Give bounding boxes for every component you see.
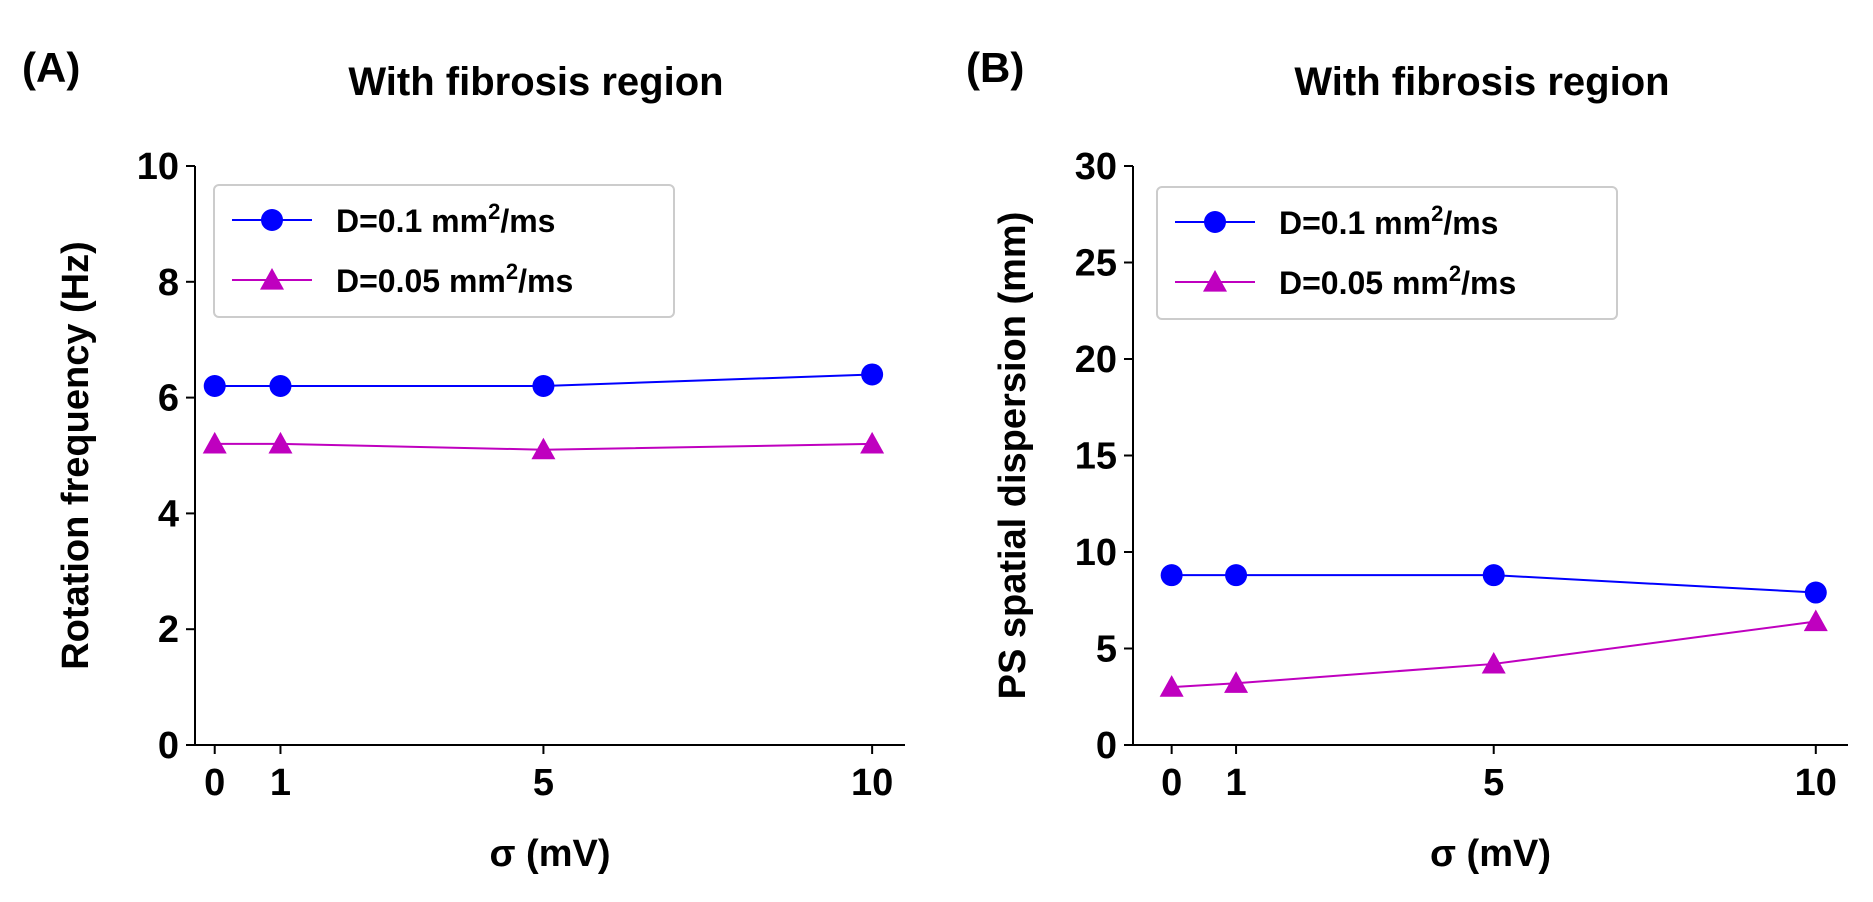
legend-entry: D=0.05 mm2/ms — [1279, 261, 1516, 301]
legend-marker — [260, 268, 284, 290]
legend-marker — [1203, 270, 1227, 292]
y-tick-label: 8 — [158, 262, 179, 304]
y-tick-label: 25 — [1075, 243, 1117, 285]
legend-frame — [213, 184, 675, 318]
panel-a-rotation-frequency-chart: (A) With fibrosis region 0 2 4 6 8 10 0 1 5 10 σ (mV… — [22, 44, 905, 875]
data-point — [860, 431, 885, 454]
y-tick-label: 5 — [1096, 629, 1117, 671]
y-tick-label: 0 — [158, 725, 179, 767]
data-point — [532, 375, 555, 398]
data-point — [269, 375, 292, 398]
x-tick-label: 10 — [1795, 762, 1837, 804]
y-tick-label: 30 — [1075, 146, 1117, 188]
legend-entry-main: D=0.1 mm — [1279, 205, 1431, 241]
x-axis-title: σ (mV) — [1430, 833, 1551, 875]
legend: D=0.1 mm2/msD=0.05 mm2/ms — [1156, 186, 1618, 320]
data-point — [1160, 564, 1183, 587]
legend-entry: D=0.1 mm2/ms — [1279, 201, 1498, 241]
legend-entry: D=0.05 mm2/ms — [336, 259, 573, 299]
chart-title: With fibrosis region — [348, 60, 723, 104]
data-point — [531, 437, 556, 460]
y-tick-label: 0 — [1096, 725, 1117, 767]
legend-entry-unit: /ms — [1443, 205, 1498, 241]
panel-label: (A) — [22, 44, 80, 91]
series-line — [214, 373, 873, 388]
legend-entry-unit: /ms — [500, 203, 555, 239]
data-point — [1481, 651, 1506, 674]
x-tick-label: 5 — [1483, 762, 1504, 804]
y-tick-label: 2 — [158, 609, 179, 651]
series-line — [1171, 620, 1816, 689]
series-0 — [1160, 564, 1827, 604]
legend-entry-superscript: 2 — [1449, 261, 1461, 286]
series-1 — [202, 431, 885, 460]
y-tick-label: 6 — [158, 378, 179, 420]
data-point — [1159, 675, 1184, 697]
y-tick-label: 10 — [137, 146, 179, 188]
x-tick-label: 1 — [270, 762, 291, 804]
y-axis-title: PS spatial dispersion (mm) — [992, 212, 1034, 700]
series-1 — [1159, 609, 1828, 697]
data-point — [1224, 671, 1249, 693]
x-tick-label: 1 — [1225, 762, 1246, 804]
y-tick-label: 4 — [158, 493, 179, 535]
x-tick-label: 5 — [533, 762, 554, 804]
data-point — [203, 375, 226, 398]
series-line — [1171, 574, 1816, 594]
legend-entry-main: D=0.05 mm — [1279, 265, 1449, 301]
legend-entry-unit: /ms — [518, 263, 573, 299]
y-tick-label: 15 — [1075, 436, 1117, 478]
data-point — [1804, 581, 1827, 604]
legend-entry-superscript: 2 — [506, 259, 518, 284]
legend-entry: D=0.1 mm2/ms — [336, 199, 555, 239]
data-point — [1803, 609, 1828, 632]
data-point — [861, 363, 884, 386]
y-tick-label: 20 — [1075, 339, 1117, 381]
legend-entry-unit: /ms — [1461, 265, 1516, 301]
legend-entry-main: D=0.05 mm — [336, 263, 506, 299]
series-line — [214, 442, 873, 451]
data-point — [202, 431, 227, 454]
legend-entry-superscript: 2 — [488, 199, 500, 224]
x-axis-title: σ (mV) — [490, 833, 611, 875]
legend-entry-superscript: 2 — [1431, 201, 1443, 226]
legend-marker — [1204, 211, 1226, 233]
data-point — [1225, 564, 1248, 587]
y-tick-label: 10 — [1075, 532, 1117, 574]
x-tick-label: 10 — [851, 762, 893, 804]
legend-entry-main: D=0.1 mm — [336, 203, 488, 239]
panel-label: (B) — [966, 44, 1024, 91]
legend-frame — [1156, 186, 1618, 320]
series-0 — [203, 363, 884, 398]
data-point — [268, 431, 293, 454]
y-axis-title: Rotation frequency (Hz) — [55, 241, 97, 670]
x-tick-label: 0 — [1161, 762, 1182, 804]
legend: D=0.1 mm2/msD=0.05 mm2/ms — [213, 184, 675, 318]
chart-title: With fibrosis region — [1294, 60, 1669, 104]
legend-marker — [261, 209, 283, 231]
data-point — [1482, 564, 1505, 587]
x-tick-label: 0 — [204, 762, 225, 804]
